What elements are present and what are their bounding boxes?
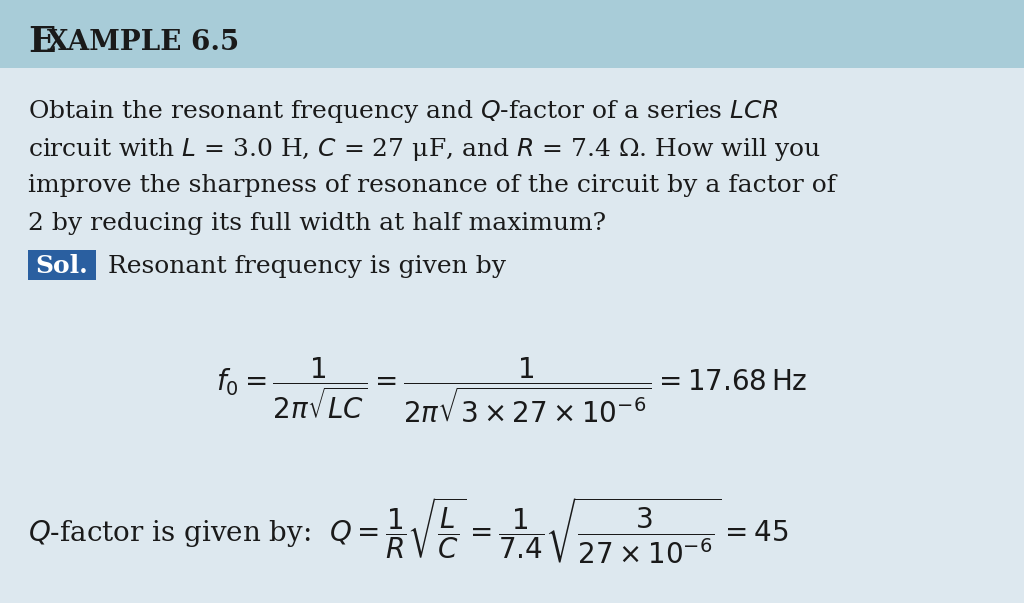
- Bar: [0, 0, 1024, 68]
- Text: Obtain the resonant frequency and $Q$-factor of a series $LCR$: Obtain the resonant frequency and $Q$-fa…: [28, 98, 778, 125]
- Text: 2 by reducing its full width at half maximum?: 2 by reducing its full width at half max…: [28, 212, 606, 235]
- Text: XAMPLE 6.5: XAMPLE 6.5: [47, 28, 240, 55]
- Text: Sol.: Sol.: [36, 254, 88, 278]
- Bar: [0, 68, 1024, 603]
- Text: $Q$-factor is given by:  $Q = \dfrac{1}{R}\sqrt{\dfrac{L}{C}} = \dfrac{1}{7.4}\s: $Q$-factor is given by: $Q = \dfrac{1}{R…: [28, 495, 788, 565]
- Text: E: E: [28, 25, 55, 59]
- Text: Resonant frequency is given by: Resonant frequency is given by: [108, 254, 506, 277]
- Bar: [28, 250, 96, 280]
- Text: improve the sharpness of resonance of the circuit by a factor of: improve the sharpness of resonance of th…: [28, 174, 836, 197]
- Text: $f_0 = \dfrac{1}{2\pi\sqrt{LC}} = \dfrac{1}{2\pi\sqrt{3\times27\times10^{-6}}} =: $f_0 = \dfrac{1}{2\pi\sqrt{LC}} = \dfrac…: [216, 355, 808, 425]
- Text: circuit with $L$ = 3.0 H, $C$ = 27 μF, and $R$ = 7.4 Ω. How will you: circuit with $L$ = 3.0 H, $C$ = 27 μF, a…: [28, 136, 820, 163]
